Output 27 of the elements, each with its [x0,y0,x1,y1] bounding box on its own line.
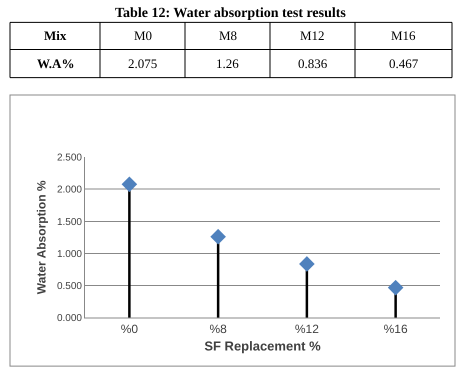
text: 0.836 [298,56,328,71]
y-tick-label: 0.000 [56,313,82,324]
text: M0 [134,28,152,43]
y-tick-label: 1.500 [56,216,82,228]
x-tick-label: %12 [294,322,320,336]
text: 1.26 [216,56,240,71]
y-tick-label: 2.000 [56,184,82,196]
x-tick-label: %16 [384,322,408,336]
text: M16 [391,28,416,43]
text: W.A% [37,56,74,71]
point [388,280,404,296]
text: Mix [44,28,67,43]
y-tick-label: 2.500 [56,152,82,164]
x-tick-label: %0 [120,322,138,336]
y-tick-label: 0.500 [56,281,82,292]
text: M8 [219,28,238,43]
text: 2.075 [128,56,158,71]
x-tick-label: %8 [209,322,228,336]
y-axis-title: Water Absorption % [34,180,48,294]
chart-title: Table 12: Water absorption test results [115,6,346,21]
y-tick-label: 1.000 [56,248,82,260]
point [299,256,315,272]
text: M12 [300,28,325,43]
point [210,228,226,244]
text: 0.467 [389,56,419,71]
x-axis-title: SF Replacement % [204,338,322,354]
point [122,176,138,192]
